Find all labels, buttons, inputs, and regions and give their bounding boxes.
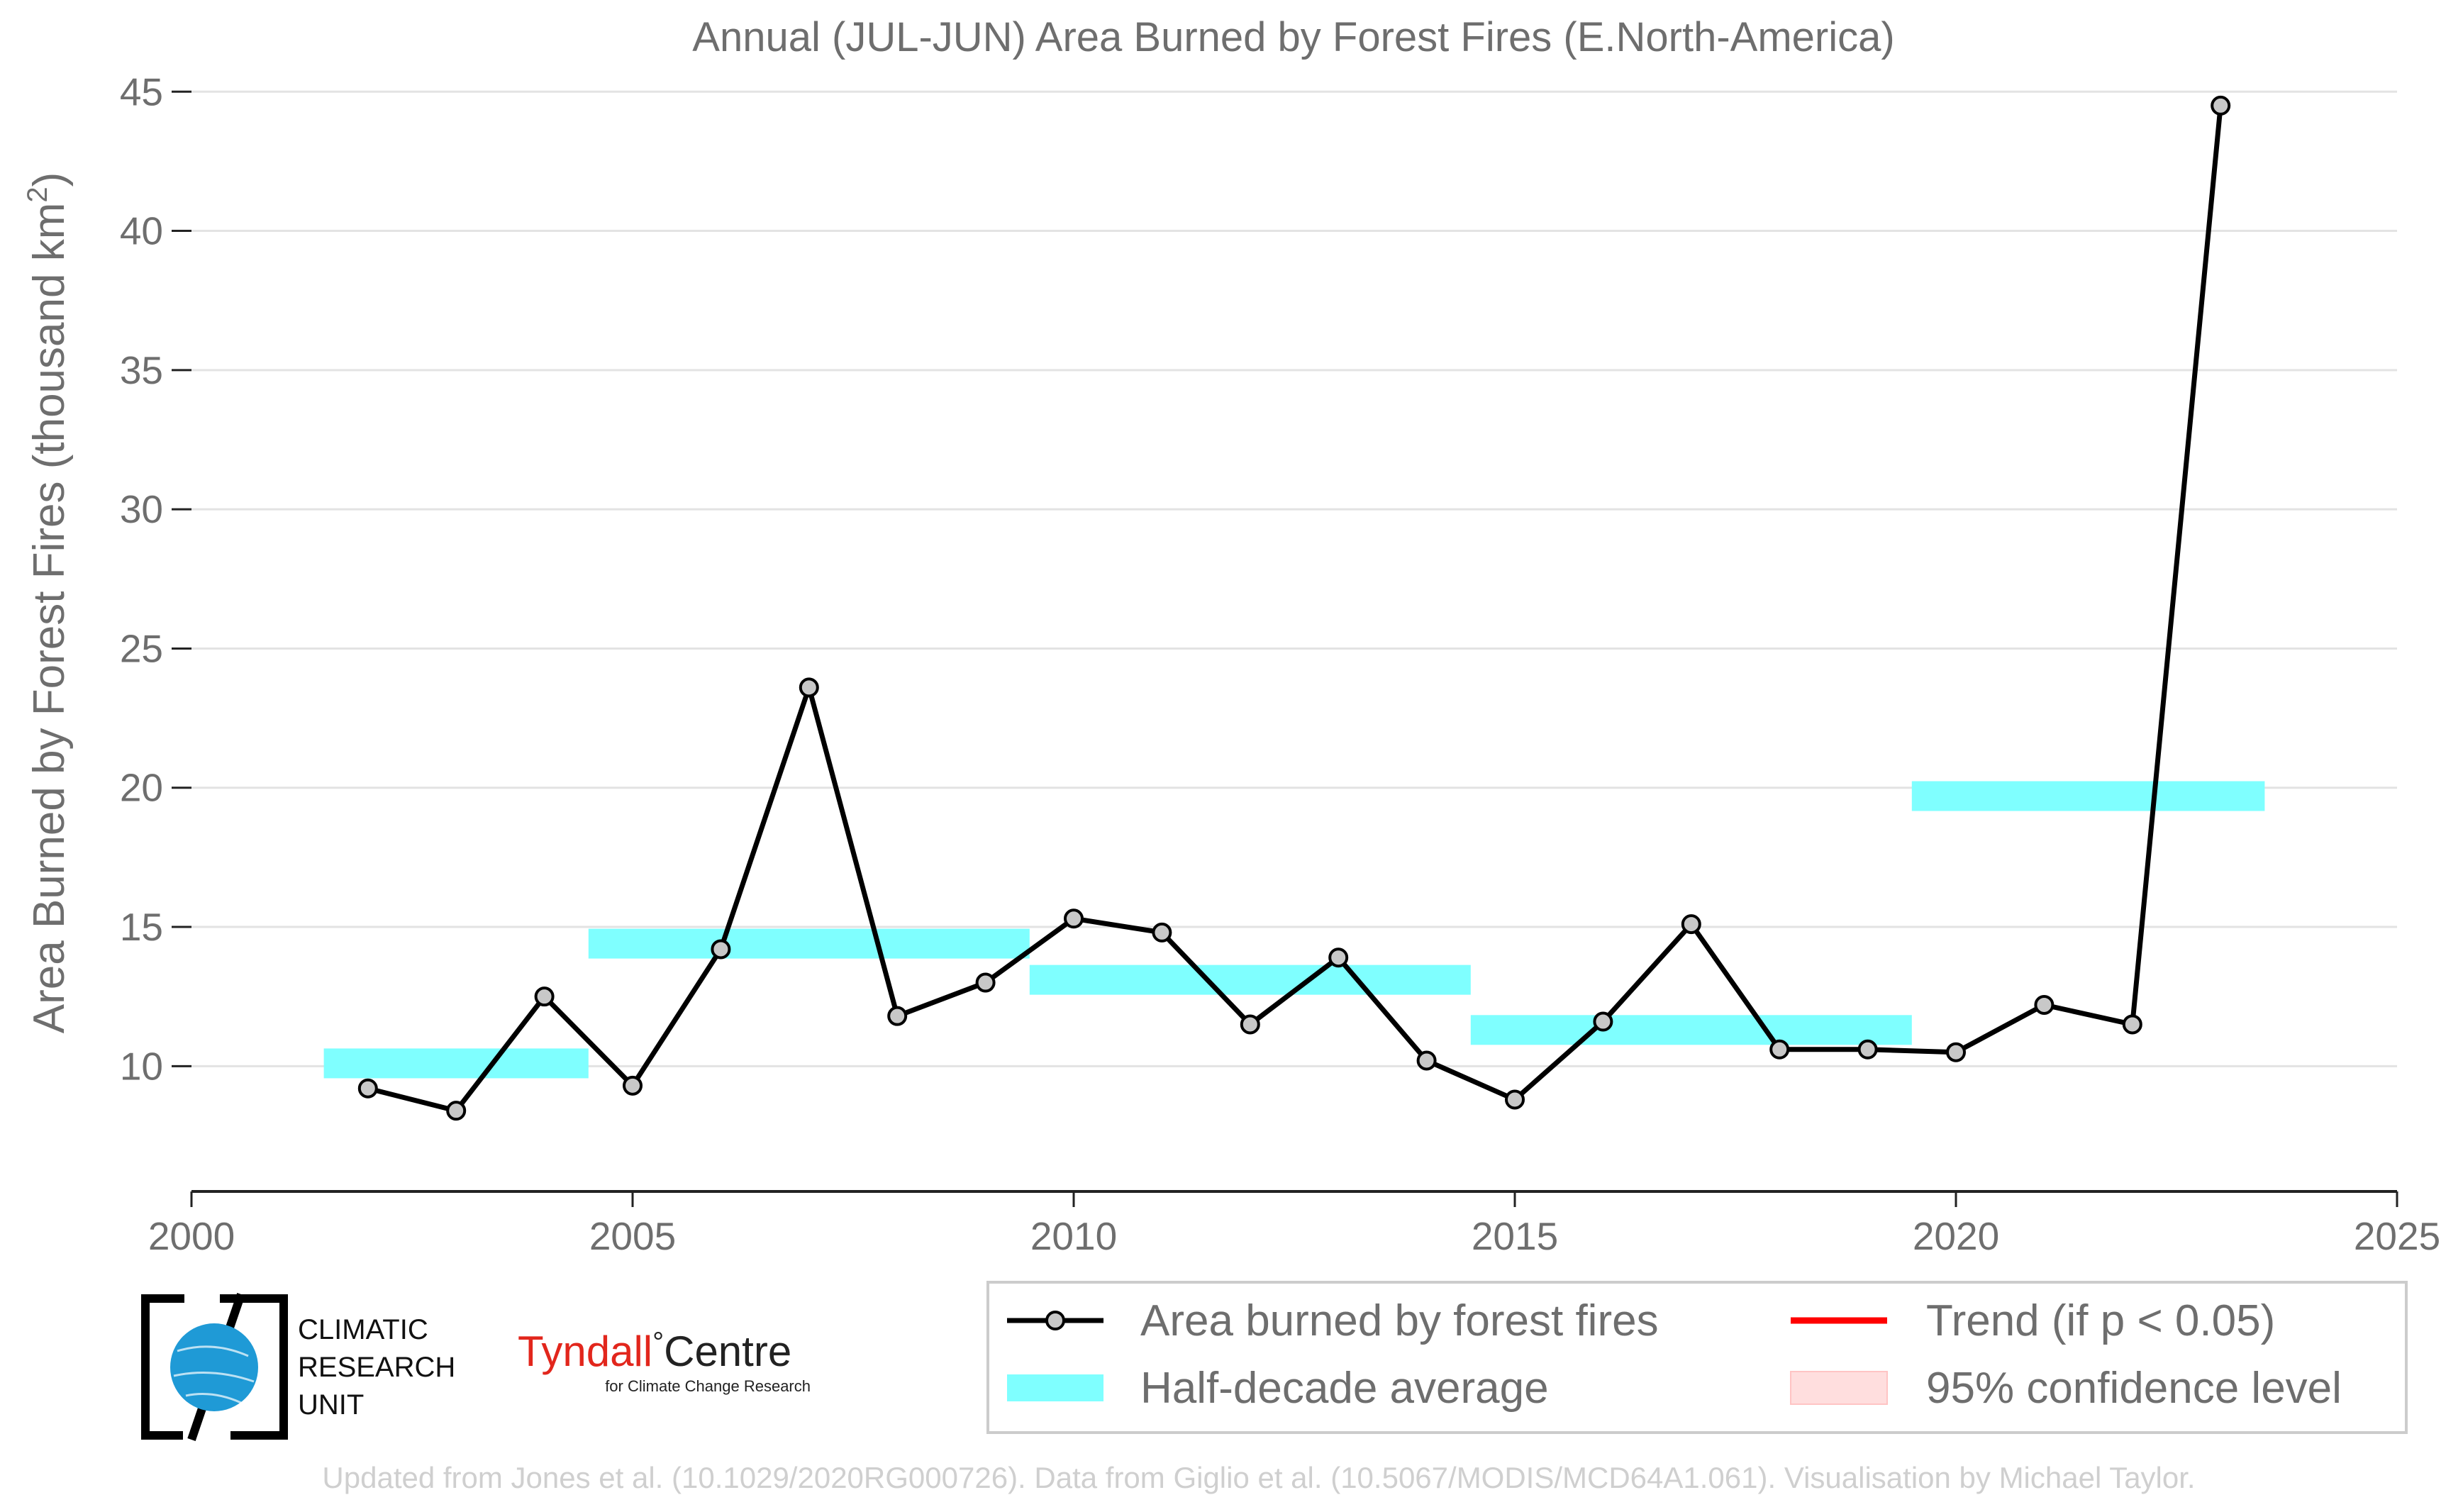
data-point-2018 [1769,1039,1790,1060]
half-decade-bar-4 [1911,781,2265,811]
data-point-2015 [1505,1089,1525,1110]
y-tick-label-40: 40 [120,209,163,253]
x-tick-label-2020: 2020 [1913,1214,1999,1258]
data-point-2017 [1681,914,1701,935]
x-tick-label-2005: 2005 [589,1214,676,1258]
x-tick-label-2000: 2000 [148,1214,235,1258]
cru-frame-icon [141,1294,288,1440]
data-point-2010 [1064,908,1084,929]
data-point-2009 [975,972,996,993]
data-point-2013 [1328,947,1349,968]
y-axis-label: Area Burned by Forest Fires (thousand km… [22,172,74,1034]
half-decade-bar-0 [323,1048,589,1079]
x-tick-label-2015: 2015 [1472,1214,1558,1258]
half-decade-average-bars [323,781,2265,1079]
legend-label-area-burned: Area burned by forest fires [1140,1296,1659,1345]
data-point-2022 [2122,1014,2142,1035]
y-tick-label-10: 10 [120,1044,163,1088]
legend-half-decade-symbol [1007,1374,1103,1401]
data-point-2007 [799,677,819,698]
x-tick-label-2010: 2010 [1030,1214,1117,1258]
data-point-2008 [887,1006,908,1026]
credit-line: Updated from Jones et al. (10.1029/2020R… [322,1461,2195,1494]
y-tick-label-35: 35 [120,348,163,392]
y-tick-label-15: 15 [120,905,163,949]
y-tick-label-45: 45 [120,70,163,113]
cru-logo: CLIMATIC RESEARCH UNIT [141,1293,455,1441]
y-tick-label-20: 20 [120,766,163,810]
x-tick-label-2025: 2025 [2354,1214,2440,1258]
y-tick-label-25: 25 [120,626,163,670]
cru-line-2: RESEARCH [298,1352,455,1383]
globe-lines [173,1345,255,1404]
y-tick-label-30: 30 [120,487,163,531]
data-point-2002 [357,1078,378,1099]
grid-lines [191,90,2397,1067]
tyndall-word-black: Centre [664,1328,791,1375]
legend-marker-symbol [1045,1311,1065,1330]
data-point-2012 [1240,1014,1260,1035]
legend-box [986,1281,2408,1434]
tyndall-wordmark: Tyndall°Centre [518,1327,791,1375]
legend-confidence-symbol [1790,1371,1888,1405]
data-point-2019 [1857,1039,1878,1060]
cru-line-1: CLIMATIC [298,1314,428,1345]
series-area-burned [357,95,2231,1121]
half-decade-bar-3 [1470,1015,1912,1045]
chart-title: Annual (JUL-JUN) Area Burned by Forest F… [692,14,1894,60]
y-axis-label-close: ) [25,172,74,187]
legend-label-trend: Trend (if p < 0.05) [1926,1296,2275,1345]
data-point-2021 [2034,994,2055,1015]
x-axis: 2000 2005 2010 2015 2020 2025 [148,1190,2440,1258]
legend-label-confidence: 95% confidence level [1926,1364,2342,1413]
data-point-2003 [446,1101,467,1121]
y-axis-ticks: 10 15 20 25 30 35 40 45 [120,70,191,1088]
half-decade-bar-2 [1029,965,1471,995]
legend: Area burned by forest fires Trend (if p … [986,1281,2408,1434]
series-line [367,105,2223,1113]
globe-icon [170,1323,258,1411]
data-point-2014 [1416,1050,1437,1071]
tyndall-logo: Tyndall°Centre for Climate Change Resear… [518,1327,811,1395]
cru-line-3: UNIT [298,1389,364,1421]
data-point-2020 [1946,1042,1966,1062]
data-point-2005 [623,1075,643,1096]
y-axis-label-main: Area Burned by Forest Fires (thousand km [25,203,74,1034]
legend-label-half-decade: Half-decade average [1140,1364,1549,1413]
half-decade-bar-1 [588,928,1030,959]
data-point-2023 [2211,95,2231,116]
tyndall-word-red: Tyndall [518,1328,652,1375]
data-point-2016 [1593,1011,1613,1032]
data-point-2004 [534,986,555,1007]
data-point-2006 [711,939,731,960]
data-point-2011 [1152,922,1172,943]
tyndall-degree: ° [652,1327,664,1358]
tyndall-subtitle: for Climate Change Research [605,1377,811,1395]
y-axis-label-sup: 2 [22,187,53,202]
